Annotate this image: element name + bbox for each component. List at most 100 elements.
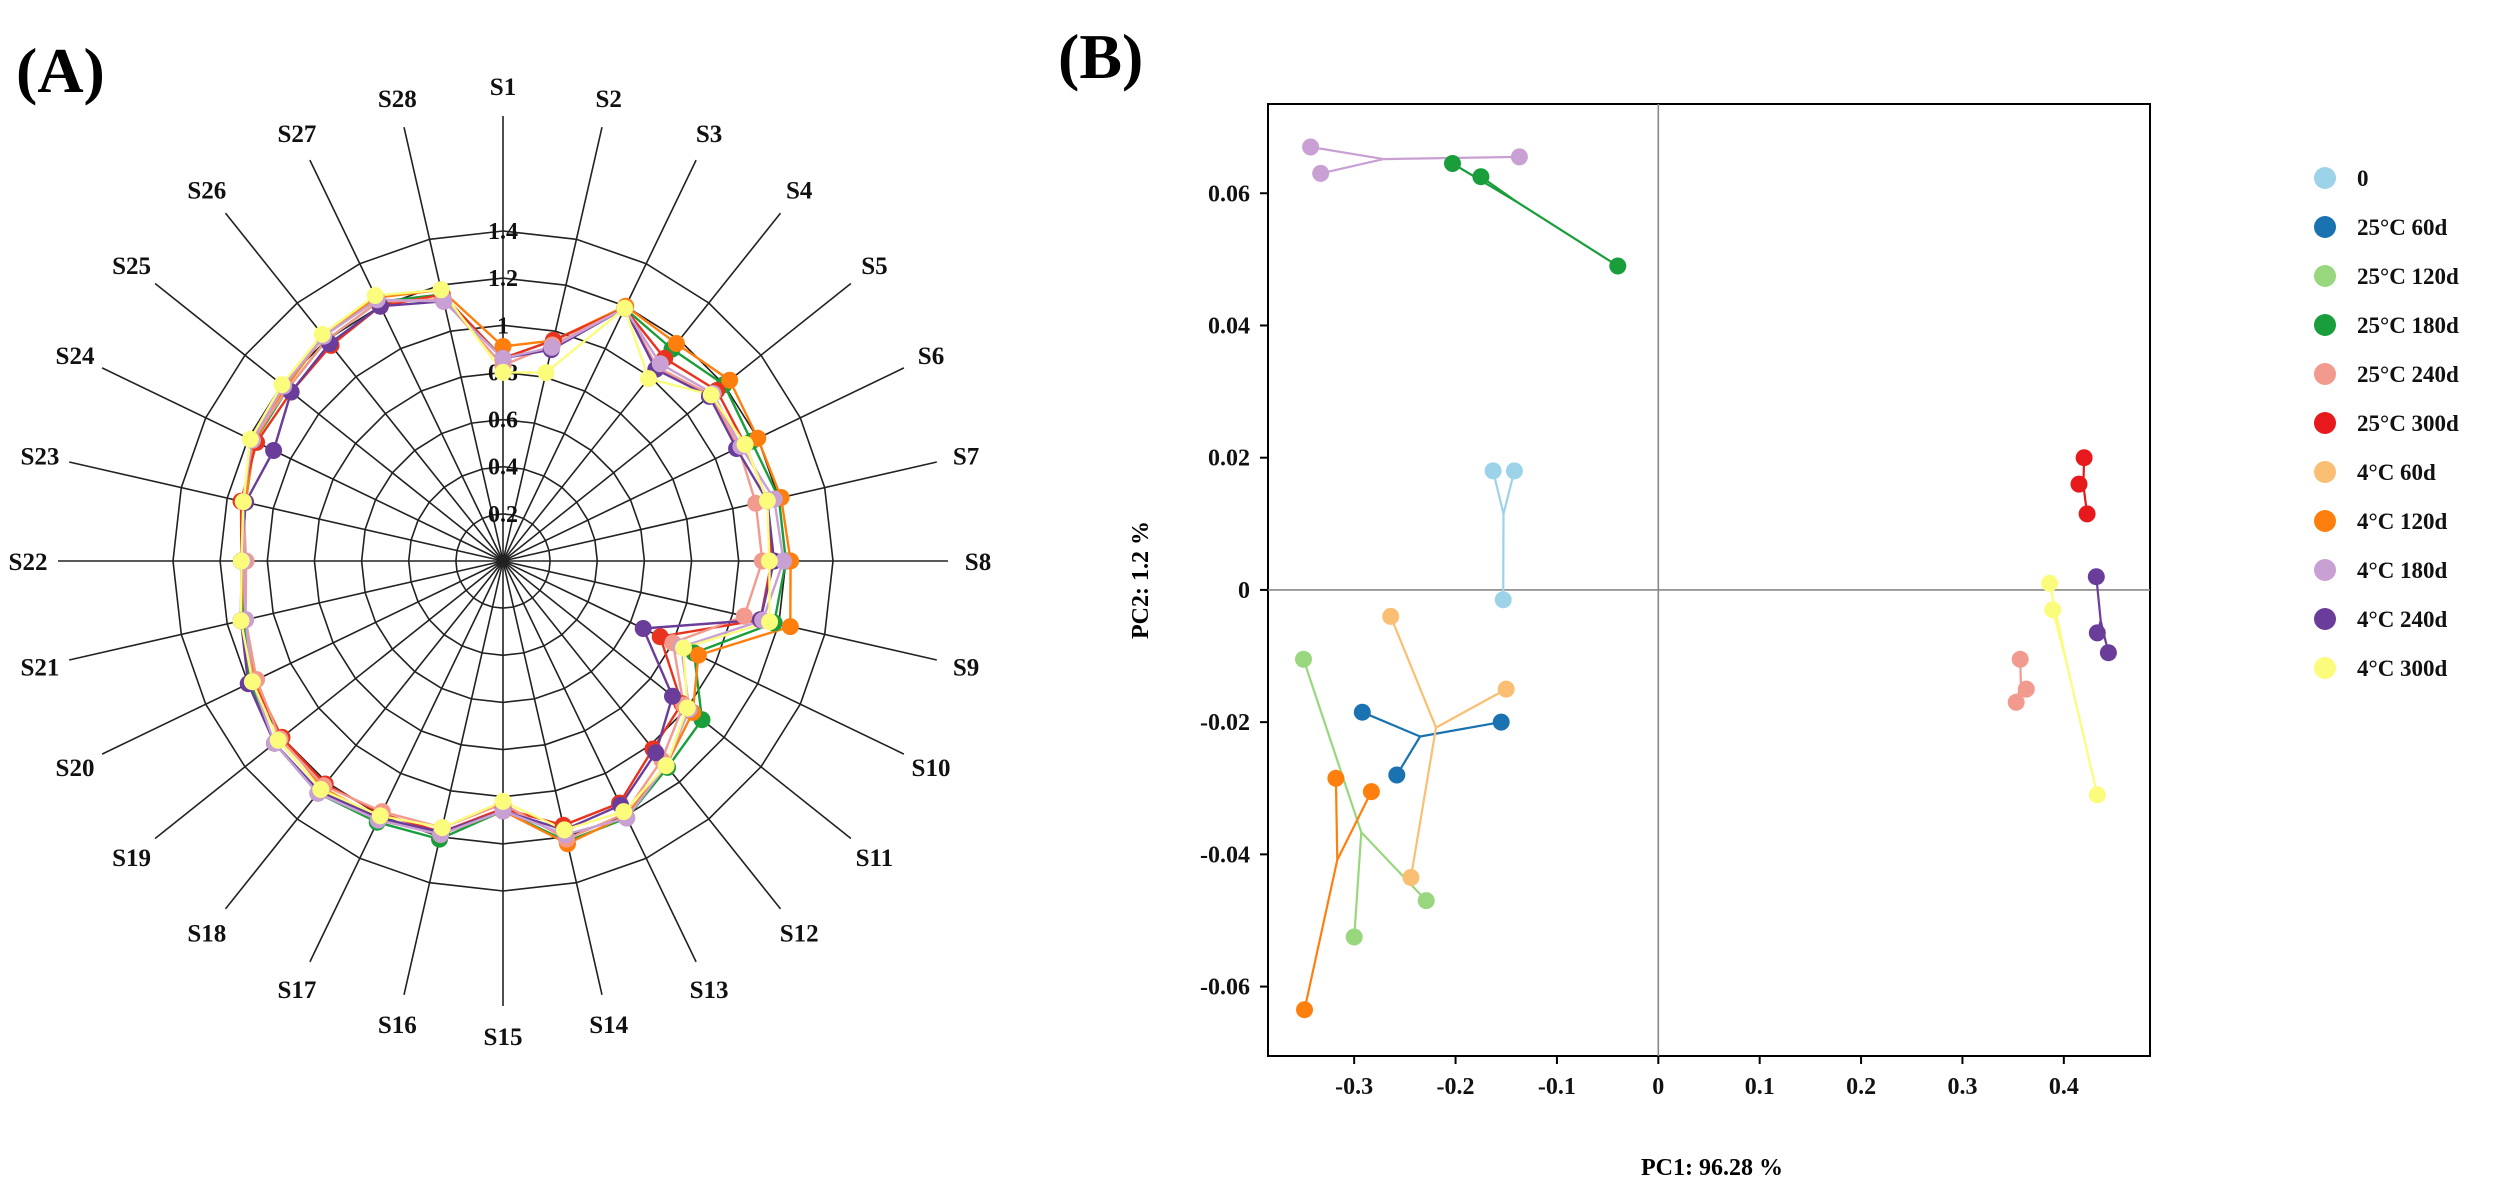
legend-marker: [2314, 167, 2336, 189]
pca-point: [1362, 783, 1380, 801]
radar-axis-label: S15: [484, 1024, 523, 1051]
legend-marker: [2314, 657, 2336, 679]
radar-axis-label: S19: [112, 845, 151, 872]
radar-spoke-17: [309, 560, 504, 963]
radar-axis-label: S20: [56, 755, 95, 782]
pca-point: [1402, 869, 1420, 886]
pca-series: [1295, 138, 2117, 1019]
radar-axis-label: S3: [696, 121, 722, 148]
radar-chart: 0.20.40.60.811.21.4 S1S2S3S4S5S6S7S8S9S1…: [9, 74, 992, 1051]
pca-y-tick-label: 0.02: [1208, 446, 1250, 472]
radar-spoke-23: [69, 461, 504, 562]
pca-x-tick-label: 0.3: [1947, 1074, 1977, 1100]
pca-spider-line: [1310, 145, 1384, 161]
radar-axis-label: S5: [861, 253, 887, 280]
pca-y-tick-label: -0.02: [1200, 710, 1250, 736]
panel-a-label: (A): [16, 35, 105, 106]
pca-x-tick-label: 0.2: [1846, 1074, 1876, 1100]
radar-point-purple: [634, 620, 652, 637]
pca-point: [1295, 650, 1312, 668]
pca-spider-line: [1320, 158, 1384, 175]
pca-point: [1609, 257, 1627, 275]
pca-x-tick-label: -0.3: [1335, 1074, 1373, 1100]
pca-spider-line: [2065, 662, 2099, 796]
radar-axis-label: S21: [20, 655, 59, 682]
pca-x-tick-label: 0: [1652, 1074, 1664, 1100]
pca-point: [2078, 505, 2096, 523]
radar-point-salmon: [735, 607, 753, 625]
radar-point-yellow: [760, 552, 778, 570]
pca-point: [1327, 769, 1345, 787]
legend-marker: [2314, 314, 2336, 336]
radar-spoke-6: [502, 367, 905, 562]
radar-spoke-14: [502, 560, 603, 995]
radar-point-red: [651, 628, 669, 646]
pca-spider-line: [1435, 688, 1507, 729]
radar-point-yellow: [736, 435, 754, 453]
radar-spoke-20: [101, 560, 504, 755]
radar-axis-label: S24: [56, 343, 95, 370]
pca-point: [1296, 1001, 1313, 1019]
pca-point: [1353, 703, 1371, 721]
legend-label: 4°C 60d: [2357, 460, 2436, 485]
panel-b-label: (B): [1058, 21, 1143, 92]
radar-axis-label: S18: [187, 920, 226, 947]
radar-point-violet: [775, 552, 792, 570]
radar-spoke-27: [309, 159, 504, 562]
legend-label: 25°C 120d: [2357, 264, 2459, 289]
pca-point: [2087, 568, 2105, 586]
legend-label: 4°C 240d: [2357, 607, 2448, 632]
radar-point-yellow: [678, 699, 696, 717]
legend-marker: [2314, 265, 2336, 287]
radar-point-orange: [721, 371, 739, 389]
pca-point: [1312, 164, 1330, 182]
radar-point-yellow: [371, 807, 389, 825]
legend-marker: [2314, 510, 2336, 532]
radar-point-orange: [667, 335, 685, 352]
pca-spider-line: [1303, 859, 1339, 1010]
pca-point: [1484, 462, 1502, 480]
pca-point: [1382, 607, 1400, 625]
radar-point-yellow: [312, 781, 330, 798]
pca-x-tick-label: 0.1: [1745, 1074, 1775, 1100]
radar-axis-label: S1: [490, 74, 516, 101]
legend-label: 4°C 300d: [2357, 656, 2448, 681]
radar-point-yellow: [433, 819, 451, 837]
radar-point-yellow: [232, 612, 250, 630]
radar-point-yellow: [232, 552, 250, 570]
legend-label: 4°C 180d: [2357, 558, 2448, 583]
radar-point-yellow: [241, 430, 259, 448]
radar-point-yellow: [702, 386, 720, 404]
radar-axis-label: S17: [277, 977, 316, 1004]
radar-ring-label: 0.6: [488, 408, 518, 434]
radar-point-violet: [543, 338, 561, 356]
radar-ring-label: 1.4: [488, 219, 518, 245]
radar-axis-label: S7: [953, 443, 979, 470]
pca-x-tick-label: 0.4: [2049, 1074, 2079, 1100]
pca-point: [1444, 155, 1461, 172]
pca-point: [2041, 574, 2059, 592]
radar-grid: [58, 116, 948, 1006]
radar-point-yellow: [432, 281, 450, 299]
pca-spider-line: [1360, 831, 1427, 902]
radar-point-yellow: [273, 376, 291, 394]
pca-point: [2017, 680, 2035, 698]
legend-marker: [2314, 412, 2336, 434]
radar-axis-label: S12: [780, 920, 819, 947]
radar-spoke-5: [502, 282, 852, 562]
pca-spider-line: [1389, 615, 1438, 729]
pca-point: [2044, 601, 2062, 619]
pca-spider-line: [1419, 721, 1502, 738]
pca-y-tick-label: -0.06: [1200, 975, 1250, 1001]
radar-spoke-21: [69, 560, 504, 661]
radar-point-yellow: [640, 370, 657, 388]
pca-point: [1510, 148, 1528, 166]
radar-spoke-26: [224, 212, 504, 562]
pca-point: [1492, 713, 1510, 731]
legend-label: 25°C 300d: [2357, 411, 2459, 436]
radar-point-yellow: [761, 613, 779, 631]
pca-spider-line: [2051, 609, 2068, 663]
radar-axis-label: S8: [965, 549, 991, 576]
radar-spoke-3: [502, 159, 697, 562]
pca-point: [2007, 693, 2025, 711]
